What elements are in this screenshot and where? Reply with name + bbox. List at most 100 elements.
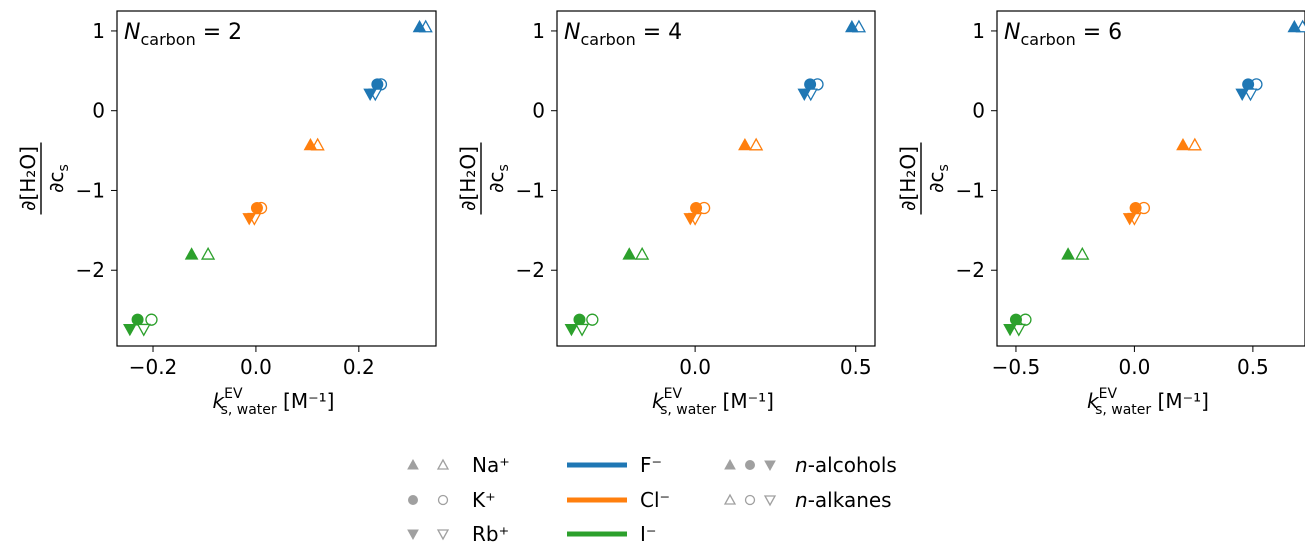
point-RbCl-alcohol [242, 213, 257, 226]
point-NaI-alkane [1075, 246, 1090, 260]
annotation-var: N [1004, 20, 1020, 45]
annotation-var: N [564, 20, 580, 45]
panel-annotation: Ncarbon = 2 [124, 20, 242, 49]
point-KF-alcohol [1242, 78, 1255, 91]
point-NaI-alcohol [1061, 247, 1075, 260]
y-axis-label: ∂[H₂O] ∂cs [456, 142, 512, 215]
point-KF-alcohol [804, 78, 817, 91]
annotation-eq: = 2 [196, 20, 242, 45]
point-NaCl-alcohol [303, 137, 318, 151]
point-RbI-alkane [1011, 323, 1026, 337]
point-RbF-alkane [1243, 88, 1258, 102]
y-label-denominator-sub: s [936, 164, 952, 171]
panel-annotation: Ncarbon = 4 [564, 20, 682, 49]
x-label-unit: [M⁻¹] [1151, 389, 1209, 413]
x-label-unit: [M⁻¹] [277, 389, 335, 413]
x-axis-label: kEV s, water [M⁻¹] [213, 386, 335, 418]
point-KI-alcohol [131, 313, 144, 326]
legend-cation-label: K⁺ [472, 488, 496, 512]
y-label-numerator: ∂[H₂O] [456, 146, 480, 211]
point-KI-alkane [145, 313, 158, 326]
legend-series-marker-down [763, 495, 777, 507]
point-KCl-alcohol [250, 202, 263, 215]
x-axis-label: kEV s, water [M⁻¹] [1087, 386, 1209, 418]
y-tick-label: 1 [92, 19, 105, 43]
x-label-sub: s, water [221, 402, 277, 418]
point-NaI-alkane [200, 246, 216, 260]
point-RbF-alcohol [797, 88, 812, 101]
x-tick-label: 0.5 [1237, 355, 1269, 379]
annotation-var: N [124, 20, 140, 45]
point-RbI-alcohol [123, 323, 137, 337]
point-NaCl-alcohol [1176, 137, 1190, 151]
y-tick-label: 0 [92, 99, 105, 123]
annotation-eq: = 6 [1076, 20, 1122, 45]
legend-cation-marker-filled [408, 495, 418, 505]
x-tick-label: −0.5 [992, 355, 1041, 379]
y-tick-label: −1 [516, 178, 545, 202]
y-tick-label: −2 [76, 258, 105, 282]
y-label-numerator: ∂[H₂O] [896, 146, 920, 211]
x-label-sub: s, water [1095, 402, 1151, 418]
legend-series-marker-up [723, 493, 737, 505]
y-label-numerator: ∂[H₂O] [16, 146, 40, 211]
x-tick-label: 0.0 [240, 355, 272, 379]
point-NaF-alcohol [412, 19, 427, 33]
x-label-sup: EV [664, 386, 683, 402]
point-RbI-alcohol [1003, 323, 1017, 337]
point-NaF-alcohol [845, 19, 859, 33]
y-label-denominator-main: ∂c [484, 171, 508, 192]
x-tick-label: 0.0 [679, 355, 711, 379]
point-RbI-alkane [574, 323, 590, 337]
legend-cation-marker-filled [407, 458, 419, 470]
point-NaI-alcohol [622, 247, 637, 260]
x-tick-label: −0.2 [129, 355, 178, 379]
x-label-sub: s, water [660, 402, 716, 418]
y-label-denominator-main: ∂c [44, 171, 68, 192]
point-RbCl-alcohol [1122, 213, 1137, 226]
legend-cation-marker-filled [407, 529, 419, 541]
point-NaCl-alcohol [738, 137, 752, 151]
y-tick-label: 1 [532, 19, 545, 43]
point-KF-alcohol [371, 78, 384, 91]
legend-cation-marker-open [436, 458, 450, 470]
point-KI-alkane [586, 313, 599, 326]
panel-annotation: Ncarbon = 6 [1004, 20, 1122, 49]
legend-series-marker-circle [745, 460, 755, 470]
legend-cation-marker-open [436, 529, 450, 541]
plot-frame [116, 10, 437, 347]
annotation-sub: carbon [1020, 30, 1075, 49]
point-RbF-alcohol [1235, 88, 1250, 101]
data-points [1003, 19, 1305, 337]
legend-series-marker-up [724, 458, 736, 470]
annotation-sub: carbon [140, 30, 195, 49]
y-label-denominator-main: ∂c [924, 171, 948, 192]
legend-series-label: n-alkanes [795, 488, 892, 512]
y-tick-label: 1 [972, 19, 985, 43]
legend-anion-label: F⁻ [640, 453, 662, 477]
y-tick-label: 0 [532, 99, 545, 123]
y-tick-label: −2 [956, 258, 985, 282]
x-label-main: k [652, 389, 665, 413]
legend-cation-label: Rb⁺ [472, 522, 509, 546]
point-NaCl-alkane [749, 137, 764, 151]
point-NaF-alcohol [1287, 19, 1302, 33]
legend-cation-marker-open [437, 494, 449, 506]
x-tick-label: 0.5 [840, 355, 872, 379]
data-points [123, 19, 433, 337]
point-KCl-alcohol [1129, 202, 1142, 215]
data-points [564, 19, 867, 337]
y-tick-label: −1 [76, 178, 105, 202]
legend-cation-label: Na⁺ [472, 453, 510, 477]
legend-series-suffix: -alkanes [808, 488, 892, 512]
x-tick-label: 0.0 [1119, 355, 1151, 379]
x-label-sup: EV [1099, 386, 1118, 402]
x-label-main: k [1087, 389, 1100, 413]
y-axis-label: ∂[H₂O] ∂cs [896, 142, 952, 215]
x-label-main: k [213, 389, 226, 413]
y-label-denominator-sub: s [56, 164, 72, 171]
point-NaCl-alkane [1187, 137, 1202, 151]
